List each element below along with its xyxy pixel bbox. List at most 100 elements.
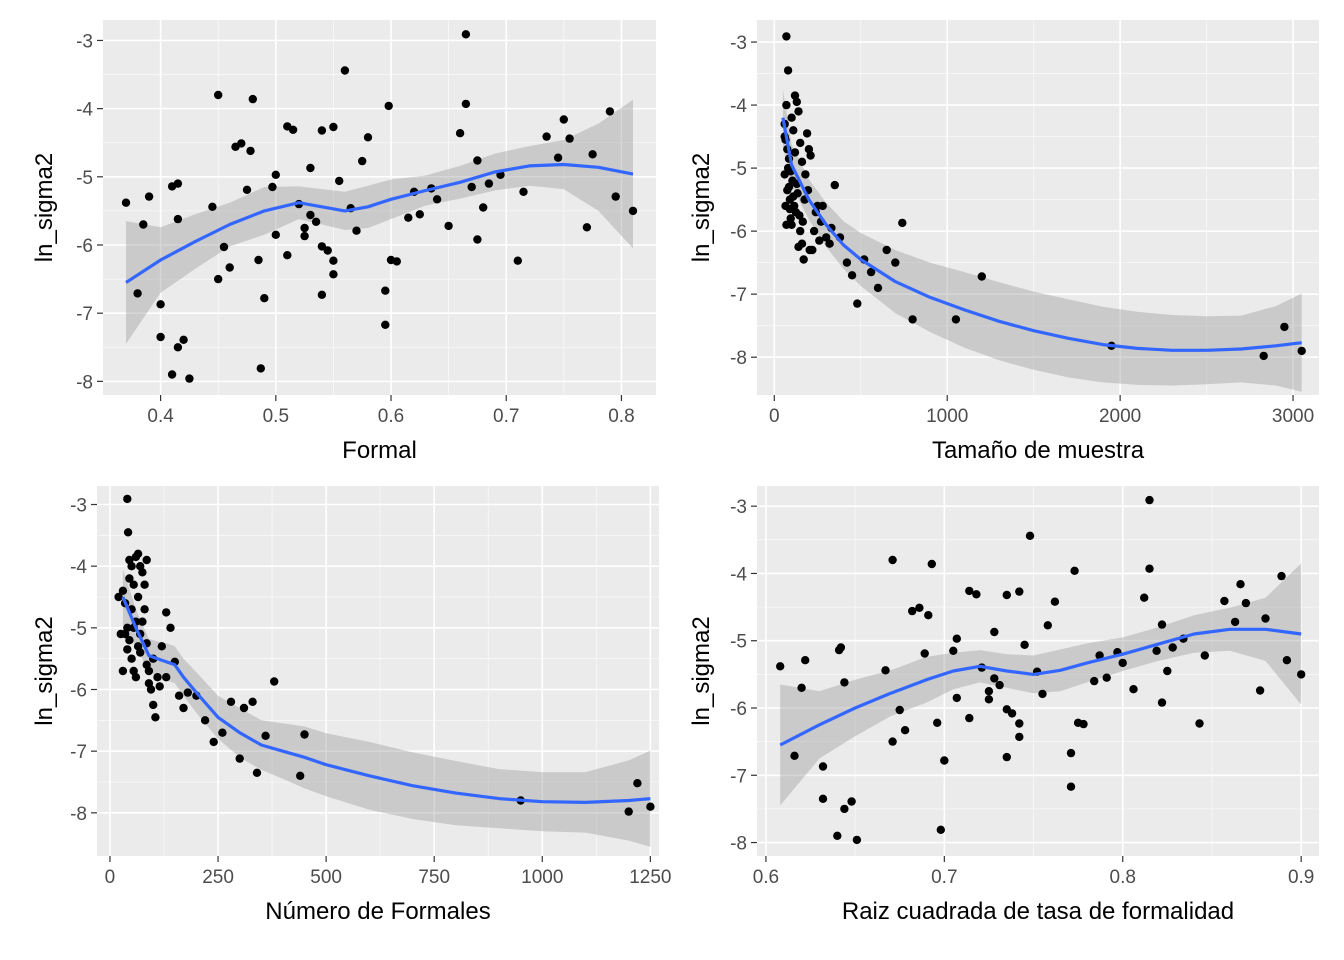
data-point [173,214,183,224]
data-point [260,294,269,303]
data-point [118,586,128,595]
data-point [153,673,162,682]
data-point [271,230,280,239]
data-point [797,683,806,692]
data-point [138,568,147,577]
data-point [977,272,986,281]
data-point [1007,709,1017,718]
data-point [1220,596,1229,606]
data-point [248,94,257,104]
data-point [990,627,999,637]
y-tick-label: -6 [76,236,93,257]
data-point [1282,656,1292,665]
data-point [317,290,327,299]
data-point [136,648,145,657]
data-point [317,242,327,251]
smooth-line [781,117,1302,352]
data-point [990,674,999,683]
data-point [783,66,793,75]
data-point [125,574,134,583]
data-point [972,590,981,599]
y-tick-label: -7 [70,742,87,763]
y-tick-label: -8 [70,804,87,825]
data-point [218,728,227,737]
data-point [542,132,551,141]
data-point [479,203,488,212]
x-tick-label: 0.7 [493,406,519,427]
data-point [200,716,210,725]
data-point [140,580,149,589]
y-tick-label: -8 [76,372,93,393]
data-point [114,592,123,602]
y-tick-label: -3 [76,31,93,52]
axis-ticks: 0.6 0.7 0.8 0.9 -3 -4 -5 -6 -7 -8 [730,497,1314,888]
data-point [900,726,910,735]
data-point [121,198,131,207]
data-point [461,30,471,39]
data-point [1043,621,1053,630]
x-tick-label: 0.8 [1110,867,1136,888]
data-point [162,608,171,617]
y-tick-label: -3 [730,33,747,54]
confidence-band [780,563,1302,806]
data-point [123,645,132,654]
data-point [149,700,158,710]
data-point [822,233,831,242]
y-tick-label: -3 [70,496,87,517]
data-point [933,718,942,727]
data-point [1145,495,1154,505]
data-point [519,187,528,196]
data-point [1163,666,1172,676]
data-point [1002,590,1011,600]
data-point [225,263,234,272]
x-axis-title: Formal [342,437,417,464]
data-point [628,206,638,216]
data-point [1038,689,1047,699]
data-point [323,246,332,255]
data-point [1236,580,1245,589]
data-point [317,126,327,135]
y-axis-title: ln_sigma2 [688,616,715,725]
data-point [565,134,574,143]
data-point [127,654,136,663]
data-point [283,251,292,260]
data-point [219,242,229,252]
data-point [268,182,277,192]
panel-formal: 0.4 0.5 0.6 0.7 0.8 -3 -4 -5 -6 -7 -8 Formal ln_si… [31,20,656,464]
data-point [1140,593,1149,602]
data-point [1079,719,1088,729]
smooth-line [779,627,1302,747]
data-point [965,586,974,596]
confidence-band [126,99,633,344]
y-tick-label: -8 [730,834,747,855]
data-point [920,649,929,658]
data-point [908,606,917,616]
data-point [432,195,442,204]
x-axis-title: Tamaño de muestra [932,437,1145,464]
data-point [605,107,615,116]
data-point [984,695,994,704]
data-point [125,636,134,645]
data-point [306,163,315,173]
data-point [1025,531,1035,540]
data-point [792,97,801,107]
data-point [352,226,361,235]
data-point [142,555,151,565]
data-point [214,90,223,100]
data-point [118,666,128,676]
data-point [1095,651,1104,660]
data-point [133,592,143,602]
data-point [271,170,280,179]
data-point [559,115,568,124]
x-tick-label: 0.9 [1288,867,1314,888]
y-tick-label: -6 [730,222,747,243]
data-point [300,223,309,233]
data-point [133,549,143,558]
data-point [239,703,249,713]
data-point [1259,351,1268,361]
y-tick-label: -6 [70,681,87,702]
data-point [582,223,592,232]
y-axis-title: ln_sigma2 [688,153,715,262]
data-point [256,364,265,373]
